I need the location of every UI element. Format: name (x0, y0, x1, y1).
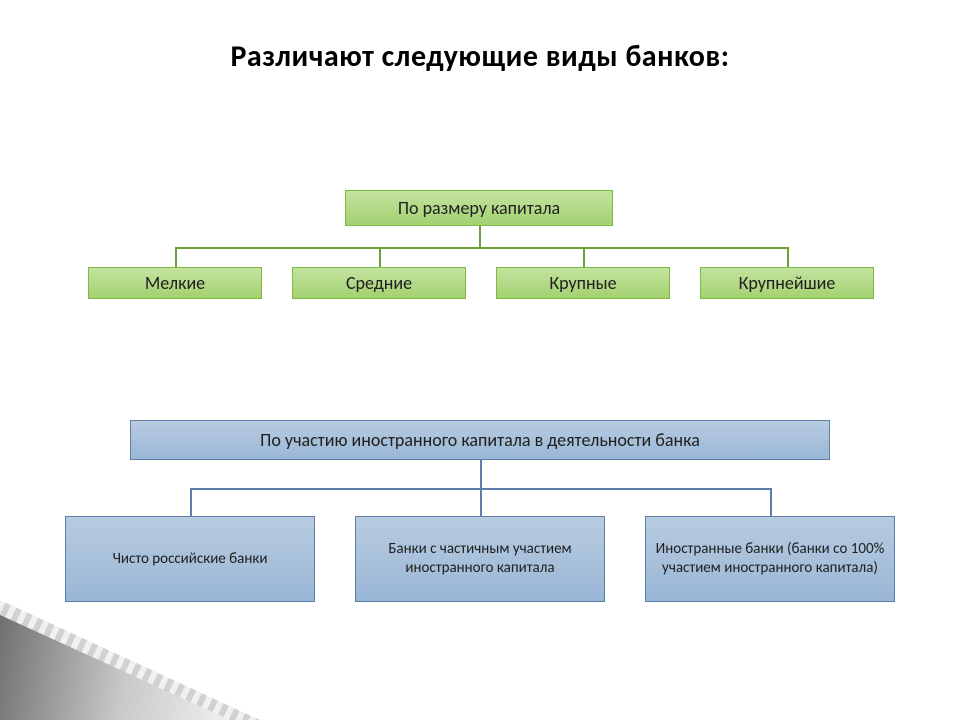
connector (175, 247, 787, 249)
connector (379, 247, 381, 267)
connector (190, 488, 192, 516)
decorative-corner-fill (0, 615, 230, 720)
chart2-child-label: Иностранные банки (банки со 100% участие… (654, 540, 886, 578)
chart1-child: Крупные (496, 267, 670, 299)
chart1-child: Мелкие (88, 267, 262, 299)
connector (787, 247, 789, 267)
connector (480, 460, 482, 488)
chart1-root: По размеру капитала (345, 190, 613, 226)
connector (479, 226, 481, 247)
chart1-child: Средние (292, 267, 466, 299)
chart1-child: Крупнейшие (700, 267, 874, 299)
chart2-root-label: По участию иностранного капитала в деяте… (260, 429, 700, 451)
connector (770, 488, 772, 516)
connector (480, 488, 482, 516)
chart1-child-label: Крупнейшие (739, 272, 836, 294)
chart1-child-label: Средние (346, 272, 412, 294)
chart2-child: Банки с частичным участием иностранного … (355, 516, 605, 602)
chart1-child-label: Мелкие (145, 272, 205, 294)
chart2-child-label: Чисто российские банки (113, 550, 268, 569)
chart1-child-label: Крупные (549, 272, 616, 294)
chart1-root-label: По размеру капитала (398, 197, 560, 219)
connector (175, 247, 177, 267)
chart2-child-label: Банки с частичным участием иностранного … (364, 540, 596, 578)
chart2-child: Иностранные банки (банки со 100% участие… (645, 516, 895, 602)
page-title: Различают следующие виды банков: (0, 0, 960, 75)
chart2-child: Чисто российские банки (65, 516, 315, 602)
chart2-root: По участию иностранного капитала в деяте… (130, 420, 830, 460)
connector (583, 247, 585, 267)
